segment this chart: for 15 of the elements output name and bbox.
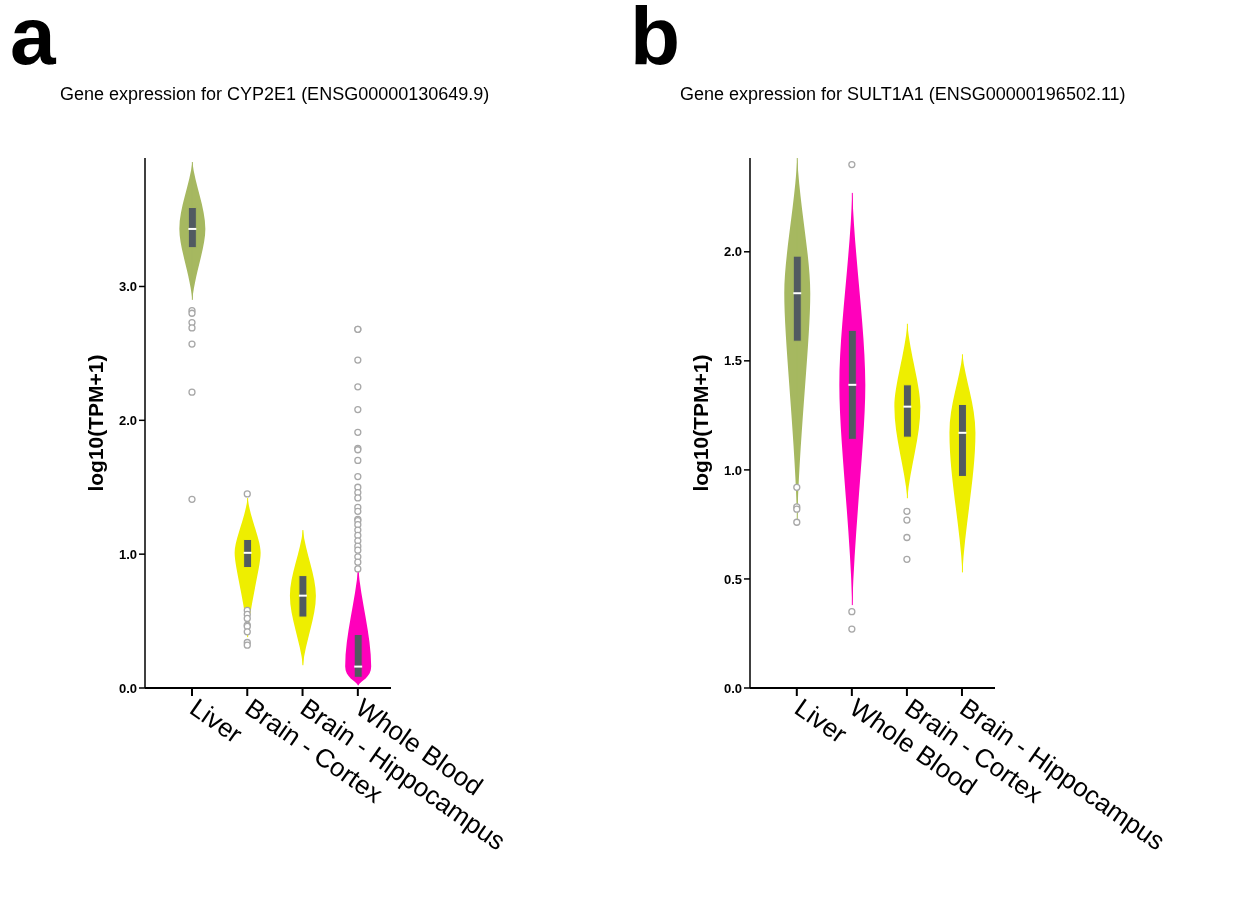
y-tick-label: 3.0 — [118, 279, 137, 295]
y-tick-label: 0.5 — [723, 571, 742, 587]
y-tick-label: 0.0 — [723, 680, 742, 696]
y-tick-label: 1.0 — [118, 546, 137, 562]
text: a — [10, 0, 56, 83]
y-axis-title: log10(TPM+1) — [84, 354, 108, 492]
y-tick-label: 0.0 — [118, 680, 137, 696]
y-axis-title: log10(TPM+1) — [689, 354, 713, 492]
y-tick-label: 2.0 — [118, 412, 137, 428]
y-tick-label: 2.0 — [723, 244, 742, 260]
chart-title: Gene expression for SULT1A1 (ENSG00000196502.11) — [680, 84, 1126, 105]
text: b — [630, 0, 681, 83]
chart-title: Gene expression for CYP2E1 (ENSG00000130649.9) — [60, 84, 490, 105]
y-tick-label: 1.5 — [723, 353, 742, 369]
y-tick-label: 1.0 — [723, 462, 742, 478]
